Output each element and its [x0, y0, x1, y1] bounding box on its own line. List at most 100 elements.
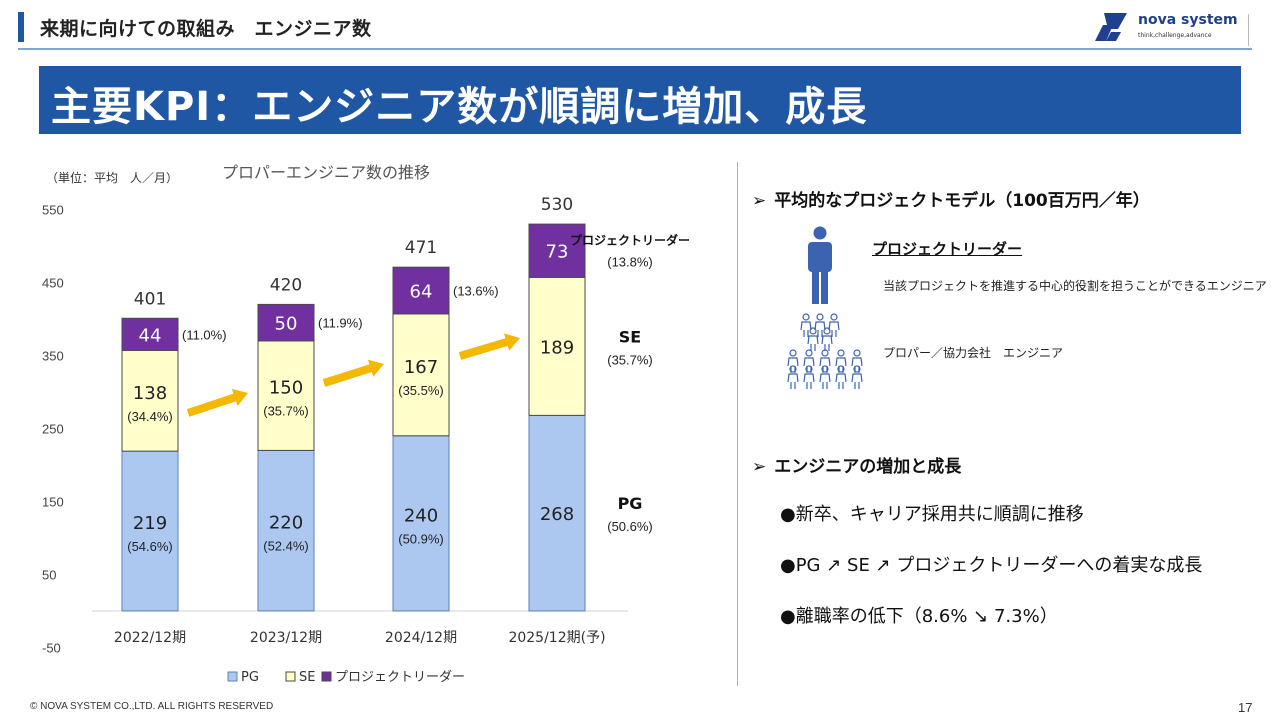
- data-label: 219: [133, 513, 167, 534]
- total-label: 401: [134, 289, 166, 309]
- person-icon: [800, 313, 812, 337]
- heading-arrow-icon: ➢: [752, 191, 767, 211]
- se-segment: [257, 340, 315, 451]
- side-labels: プロジェクトリーダー (13.8%) SE (35.7%) PG (50.6%): [570, 233, 690, 534]
- nova-logo-icon: [1095, 13, 1127, 41]
- percent-label: (50.9%): [398, 531, 444, 546]
- total-label: 471: [405, 238, 437, 258]
- data-label: 167: [404, 357, 438, 378]
- se-segment: [392, 313, 450, 437]
- person-icon: [819, 365, 831, 389]
- page-section-title: 来期に向けての取組み エンジニア数: [40, 18, 372, 40]
- growth-arrow: [458, 333, 520, 360]
- legend-label: PG: [241, 670, 259, 685]
- panel-divider: [737, 162, 738, 686]
- chart-legend: PG SE プロジェクトリーダー: [227, 670, 465, 685]
- model-heading: ➢ 平均的なプロジェクトモデル（100百万円／年）: [752, 186, 1150, 211]
- legend-swatch: [285, 671, 296, 682]
- side-series-percent: (35.7%): [607, 352, 653, 367]
- data-label: 138: [133, 383, 167, 404]
- company-logo: nova system think,challenge,advance: [1094, 10, 1254, 46]
- legend-swatch: [321, 671, 332, 682]
- data-label: 189: [540, 337, 574, 358]
- y-tick-label: 150: [42, 495, 64, 510]
- copyright: © NOVA SYSTEM CO.,LTD. ALL RIGHTS RESERV…: [30, 701, 274, 712]
- page-number: 17: [1238, 700, 1253, 715]
- percent-label: (11.0%): [182, 327, 227, 342]
- side-series-name: プロジェクトリーダー: [570, 233, 690, 248]
- person-icon: [835, 365, 847, 389]
- x-category-label: 2025/12期(予): [508, 630, 605, 646]
- percent-label: (35.7%): [263, 404, 309, 419]
- y-tick-label: 350: [42, 349, 64, 364]
- percent-label: (13.6%): [453, 284, 499, 299]
- person-icon: [787, 365, 799, 389]
- x-category-label: 2023/12期: [250, 630, 322, 646]
- pl-segment: [257, 303, 315, 342]
- pg-segment: [528, 414, 586, 612]
- chart-title: プロパーエンジニア数の推移: [222, 163, 430, 182]
- pl-segment: [392, 266, 450, 315]
- growth-arrow: [186, 388, 248, 417]
- y-tick-label: 450: [42, 276, 64, 291]
- side-series-name: PG: [618, 494, 643, 513]
- chart-unit-label: （単位：平均 人／月）: [46, 170, 178, 185]
- total-label: 530: [541, 195, 573, 215]
- side-series-percent: (13.8%): [607, 255, 653, 270]
- percent-label: (52.4%): [263, 539, 309, 554]
- growth-heading: ➢ エンジニアの増加と成長: [752, 452, 961, 477]
- model-heading-text: 平均的なプロジェクトモデル（100百万円／年）: [774, 191, 1150, 211]
- bullet-item: ●PG ↗ SE ↗ プロジェクトリーダーへの着実な成長: [780, 555, 1203, 576]
- data-label: 50: [275, 314, 298, 335]
- growth-heading-text: エンジニアの増加と成長: [774, 457, 962, 477]
- se-segment: [528, 276, 586, 416]
- logo-divider: [1248, 14, 1249, 46]
- person-icon: [807, 327, 819, 351]
- heading-arrow-icon: ➢: [752, 457, 767, 477]
- percent-label: (11.9%): [318, 316, 363, 331]
- growth-arrows: [186, 333, 520, 417]
- logo-name: nova system: [1138, 12, 1238, 28]
- legend-label: SE: [299, 670, 315, 685]
- pl-segment: [121, 317, 179, 351]
- person-icon: [821, 327, 833, 351]
- engineer-count-chart: （単位：平均 人／月） プロパーエンジニア数の推移 550 450 350 250 15…: [42, 163, 690, 685]
- x-category-label: 2022/12期: [114, 630, 186, 646]
- bullet-item: ●新卒、キャリア採用共に順調に推移: [780, 504, 1084, 525]
- percent-label: (35.5%): [398, 383, 444, 398]
- team-engineers-icon: [787, 313, 863, 389]
- side-series-name: SE: [619, 327, 641, 346]
- data-label: 240: [404, 505, 438, 526]
- pg-segment: [392, 435, 450, 612]
- y-tick-label: 50: [42, 568, 56, 583]
- project-leader-title: プロジェクトリーダー: [872, 240, 1023, 258]
- bullet-item: ●離職率の低下（8.6% ↘ 7.3%）: [780, 606, 1058, 627]
- x-category-label: 2024/12期: [385, 630, 457, 646]
- header-accent-bar: [18, 12, 24, 42]
- data-label: 73: [546, 242, 569, 263]
- project-leader-description: 当該プロジェクトを推進する中心的役割を担うことができるエンジニア: [883, 279, 1267, 293]
- person-icon: [814, 313, 826, 337]
- pg-segment: [257, 449, 315, 612]
- data-label: 44: [139, 325, 162, 346]
- percent-label: (34.4%): [127, 409, 173, 424]
- person-icon: [851, 365, 863, 389]
- y-tick-label: 250: [42, 422, 64, 437]
- header-divider: [18, 48, 1252, 50]
- kpi-banner: 主要KPI：エンジニア数が順調に増加、成長: [39, 66, 1241, 134]
- growth-arrow: [322, 359, 384, 387]
- total-label: 420: [270, 275, 302, 295]
- person-icon: [803, 365, 815, 389]
- logo-tagline: think,challenge,advance: [1138, 32, 1212, 39]
- team-description: プロパー／協力会社 エンジニア: [883, 346, 1064, 360]
- percent-label: (54.6%): [127, 539, 173, 554]
- category-labels: 2022/12期 2023/12期 2024/12期 2025/12期(予): [114, 630, 606, 646]
- pg-segment: [121, 450, 179, 612]
- project-leader-person-icon: [808, 226, 832, 304]
- person-icon: [828, 313, 840, 337]
- y-tick-label: 550: [42, 203, 64, 218]
- legend-label: プロジェクトリーダー: [335, 670, 465, 685]
- y-axis: 550 450 350 250 150 50 -50: [42, 203, 64, 656]
- data-label: 64: [410, 282, 433, 303]
- legend-swatch: [227, 671, 238, 682]
